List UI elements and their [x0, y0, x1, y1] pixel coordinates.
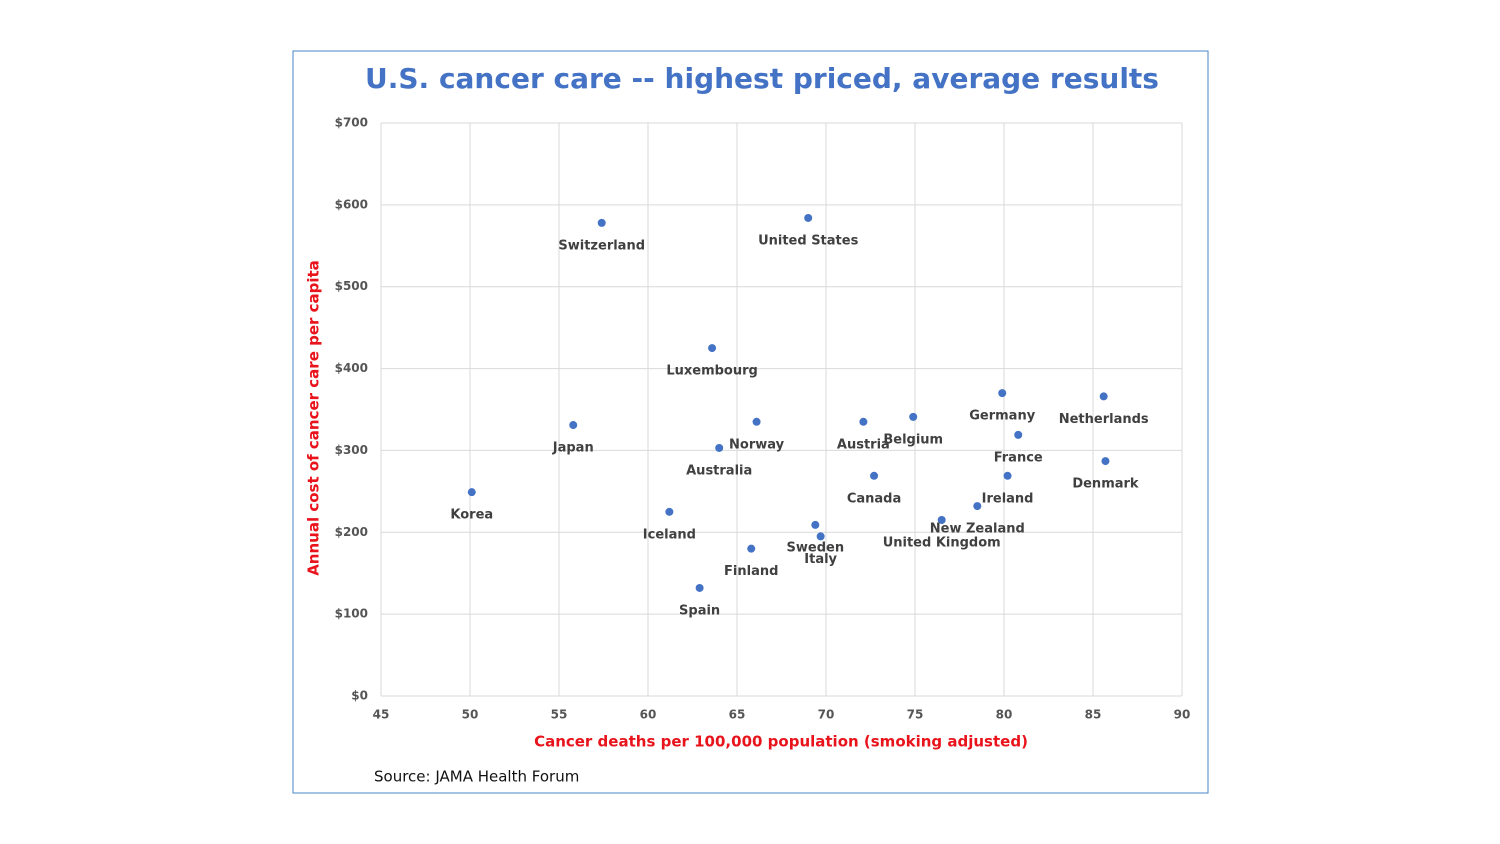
point-label: New Zealand [930, 522, 1025, 537]
data-point [816, 532, 825, 541]
point-label: Italy [804, 552, 837, 567]
x-axis-label: Cancer deaths per 100,000 population (sm… [534, 733, 1028, 751]
point-label: United Kingdom [883, 536, 1001, 551]
point-label: Austria [837, 437, 890, 452]
y-tick-label: $200 [335, 525, 368, 539]
point-label: Norway [729, 437, 785, 452]
data-point [747, 544, 756, 553]
point-label: Iceland [643, 527, 696, 542]
data-point [1003, 471, 1012, 480]
point-label: Switzerland [558, 238, 645, 253]
point-label: Finland [724, 564, 778, 579]
data-point [752, 417, 761, 426]
x-tick-label: 45 [373, 708, 390, 722]
x-tick-label: 60 [640, 708, 657, 722]
point-label: Australia [686, 463, 752, 478]
data-point [1101, 457, 1110, 466]
data-point [804, 213, 813, 222]
x-tick-label: 85 [1085, 708, 1102, 722]
x-tick-label: 80 [996, 708, 1013, 722]
data-point [870, 471, 879, 480]
point-label: Belgium [883, 432, 943, 447]
data-point [569, 421, 578, 430]
data-point [597, 218, 606, 227]
x-tick-label: 65 [729, 708, 746, 722]
y-tick-label: $600 [335, 197, 368, 211]
data-point [909, 412, 918, 421]
y-tick-label: $700 [335, 116, 368, 130]
data-point [937, 516, 946, 525]
chart-frame [292, 50, 1209, 794]
data-point [467, 488, 476, 497]
x-tick-label: 70 [818, 708, 835, 722]
point-label: Luxembourg [666, 364, 758, 379]
chart-title: U.S. cancer care -- highest priced, aver… [365, 62, 1159, 95]
x-tick-label: 90 [1174, 708, 1191, 722]
data-point [708, 344, 717, 353]
point-label: France [994, 450, 1043, 465]
y-axis-label: Annual cost of cancer care per capita [305, 260, 323, 576]
data-point [695, 583, 704, 592]
point-label: United States [758, 233, 859, 248]
data-point [715, 443, 724, 452]
point-label: Canada [847, 491, 901, 506]
y-tick-label: $100 [335, 607, 368, 621]
point-label: Ireland [982, 491, 1034, 506]
data-point [811, 520, 820, 529]
data-point [1099, 392, 1108, 401]
point-label: Sweden [787, 540, 845, 555]
data-point [998, 389, 1007, 398]
point-label: Korea [450, 508, 493, 523]
y-tick-label: $300 [335, 443, 368, 457]
data-point [859, 417, 868, 426]
x-tick-label: 75 [907, 708, 924, 722]
x-tick-label: 50 [462, 708, 479, 722]
y-tick-label: $500 [335, 279, 368, 293]
point-label: Spain [679, 603, 720, 618]
point-label: Germany [969, 409, 1035, 424]
data-point [1014, 430, 1023, 439]
source-note: Source: JAMA Health Forum [374, 768, 579, 786]
y-tick-label: $0 [351, 689, 368, 703]
point-label: Denmark [1072, 477, 1139, 492]
point-label: Japan [552, 441, 594, 456]
y-tick-label: $400 [335, 361, 368, 375]
x-tick-label: 55 [551, 708, 568, 722]
data-point [973, 502, 982, 511]
data-point [665, 507, 674, 516]
point-label: Netherlands [1059, 412, 1149, 427]
